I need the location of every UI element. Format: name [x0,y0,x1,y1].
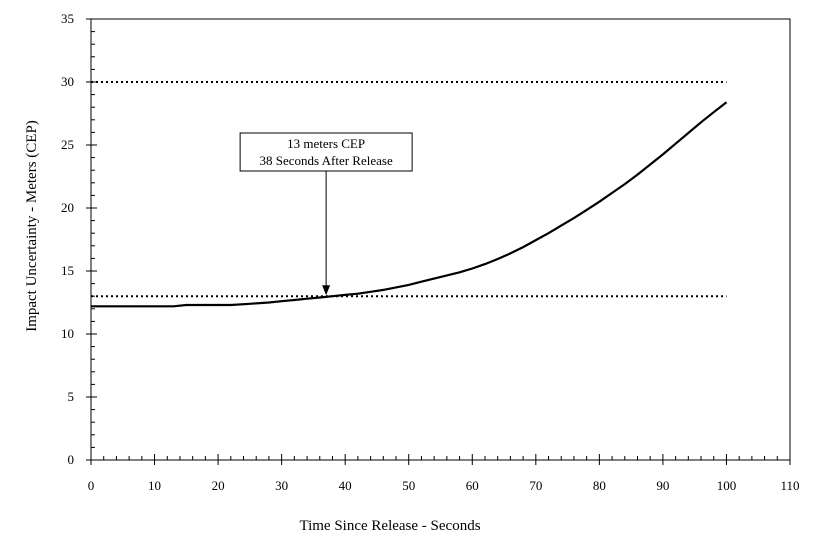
uncertainty-line [91,101,728,308]
x-tick-label: 90 [656,478,669,493]
y-tick-label: 25 [61,137,74,152]
x-tick-label: 10 [148,478,161,493]
y-tick-label: 30 [61,74,74,89]
y-tick-label: 15 [61,263,74,278]
y-tick-label: 5 [68,389,75,404]
y-tick-label: 10 [61,326,74,341]
y-tick-labels: 0 5 10 15 20 25 30 35 [61,11,74,467]
x-tick-label: 40 [339,478,352,493]
x-tick-label: 70 [529,478,542,493]
y-tick-label: 20 [61,200,74,215]
x-tick-label: 80 [593,478,606,493]
x-tick-label: 0 [88,478,95,493]
y-axis-title: Impact Uncertainty - Meters (CEP) [24,120,40,332]
annotation-box [239,132,413,172]
x-tick-label: 30 [275,478,288,493]
annotation-arrowhead [322,285,331,296]
plot-frame [90,18,791,461]
x-tick-label: 110 [780,478,799,493]
minor-ticks [91,31,778,460]
x-tick-label: 60 [466,478,479,493]
x-tick-label: 100 [717,478,737,493]
y-tick-label: 35 [61,11,74,26]
major-ticks [86,18,791,465]
annotation-text: 38 Seconds After Release [260,153,393,168]
annotation-text: 13 meters CEP [287,136,365,151]
x-tick-label: 20 [212,478,225,493]
x-tick-label: 50 [402,478,415,493]
y-tick-label: 0 [68,452,75,467]
series-layer [91,81,728,308]
annotation-layer: 13 meters CEP 38 Seconds After Release [239,132,413,296]
x-axis-title: Time Since Release - Seconds [299,518,480,534]
x-tick-labels: 0 10 20 30 40 50 60 70 80 90 100 110 [88,478,800,493]
